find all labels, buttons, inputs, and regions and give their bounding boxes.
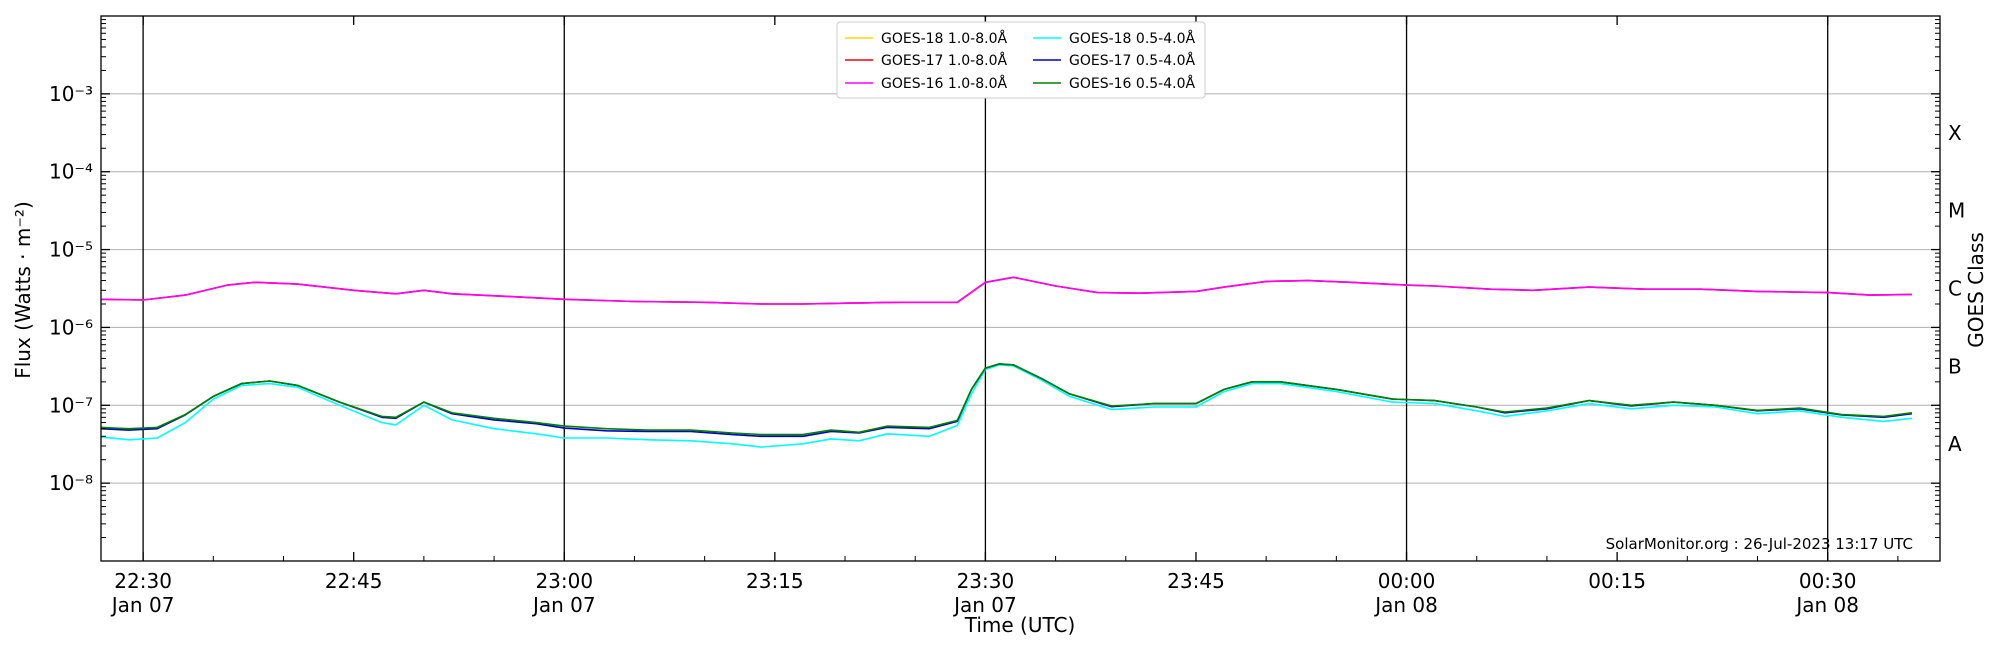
goes-class-a: A	[1948, 432, 1962, 456]
y-axis-label: Flux (Watts · m⁻²)	[11, 201, 35, 379]
legend-entry-label: GOES-17 0.5-4.0Å	[1069, 52, 1195, 69]
plot-frame	[100, 15, 1941, 562]
goes-class-c: C	[1948, 277, 1962, 301]
x-tick-label-date: Jan 07	[110, 593, 175, 617]
x-tick-label-time: 23:45	[1167, 569, 1225, 593]
x-tick-label-time: 00:30	[1799, 569, 1857, 593]
y-tick-label: 10⁻⁷	[49, 393, 93, 417]
x-tick-label-date: Jan 08	[1373, 593, 1438, 617]
y-tick-label: 10⁻⁴	[49, 160, 93, 184]
x-tick-label-date: Jan 07	[952, 593, 1017, 617]
y-tick-label: 10⁻⁵	[49, 238, 93, 262]
time-marker-lines	[142, 16, 1829, 561]
y-axis-ticks: 10⁻⁸ 10⁻⁷ 10⁻⁶ 10⁻⁵ 10⁻⁴ 10⁻³	[49, 19, 1940, 539]
x-axis-label: Time (UTC)	[964, 613, 1076, 637]
series-line-2	[100, 276, 1912, 305]
y-tick-label: 10⁻³	[49, 82, 93, 106]
credit-text: SolarMonitor.org : 26-Jul-2023 13:17 UTC	[1606, 535, 1913, 553]
legend-entry-label: GOES-18 0.5-4.0Å	[1069, 30, 1195, 47]
goes-class-x: X	[1948, 121, 1962, 145]
x-tick-label-time: 23:00	[535, 569, 593, 593]
x-tick-label-time: 00:00	[1378, 569, 1436, 593]
x-tick-label-time: 00:15	[1588, 569, 1646, 593]
x-tick-label-time: 22:45	[325, 569, 383, 593]
flux-series-lines	[100, 276, 1913, 448]
x-tick-label-date: Jan 07	[531, 593, 596, 617]
legend-entry-label: GOES-16 0.5-4.0Å	[1069, 75, 1195, 92]
goes-class-labels: A B C M X	[1948, 121, 1965, 456]
x-tick-label-time: 23:15	[746, 569, 804, 593]
x-tick-label-time: 23:30	[957, 569, 1015, 593]
y2-axis-label: GOES Class	[1964, 232, 1988, 348]
legend: GOES-18 1.0-8.0Å GOES-17 1.0-8.0Å GOES-16 …	[836, 21, 1206, 99]
y-tick-label: 10⁻⁸	[49, 471, 93, 495]
legend-box	[836, 21, 1206, 99]
goes-class-b: B	[1948, 354, 1962, 378]
series-line-5	[100, 363, 1913, 436]
legend-entry-label: GOES-18 1.0-8.0Å	[881, 30, 1007, 47]
x-tick-label-time: 22:30	[114, 569, 172, 593]
y-tick-label: 10⁻⁶	[49, 315, 93, 339]
x-tick-label-date: Jan 08	[1794, 593, 1859, 617]
legend-entry-label: GOES-16 1.0-8.0Å	[881, 75, 1007, 92]
series-line-3	[100, 364, 1912, 448]
legend-entry-label: GOES-17 1.0-8.0Å	[881, 52, 1007, 69]
goes-class-m: M	[1948, 199, 1965, 223]
